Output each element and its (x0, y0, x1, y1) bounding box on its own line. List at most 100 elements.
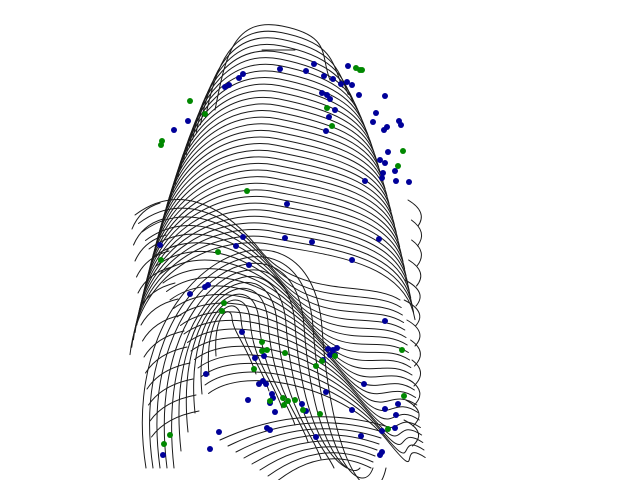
ridge-ending-marker (323, 389, 329, 395)
ridge-line (219, 416, 386, 441)
ridge-line (177, 83, 373, 178)
ridge-line (148, 233, 406, 331)
ridge-line (163, 123, 386, 222)
ridge-line (410, 219, 423, 247)
ridge-ending-marker (385, 149, 391, 155)
ridge-line (142, 314, 182, 342)
ridge-ending-marker (344, 79, 350, 85)
ridge-ending-marker (377, 452, 383, 458)
ridge-line (185, 287, 309, 443)
ridge-ending-marker (392, 425, 398, 431)
ridge-line (140, 298, 179, 326)
ridge-line (146, 362, 191, 390)
ridge-line (145, 225, 405, 323)
ridge-ending-marker (379, 175, 385, 181)
ridge-line (188, 57, 361, 148)
ridge-ending-marker (356, 92, 362, 98)
bifurcation-marker (317, 411, 323, 417)
bifurcation-marker (259, 348, 265, 354)
ridge-ending-marker (252, 355, 258, 361)
ridge-line (178, 282, 322, 460)
ridge-line (132, 229, 413, 341)
ridge-line (149, 169, 399, 274)
ridge-ending-marker (327, 352, 333, 358)
ridge-line (156, 143, 392, 244)
ridge-ending-marker (246, 262, 252, 268)
bifurcation-marker (399, 347, 405, 353)
ridge-line (155, 250, 408, 346)
ridge-ending-marker (272, 409, 278, 415)
ridge-ending-marker (334, 345, 340, 351)
ridge-ending-marker (395, 401, 401, 407)
ridge-line (180, 77, 370, 170)
ridge-line (259, 446, 376, 471)
ridge-line (156, 262, 361, 472)
bifurcation-marker (281, 402, 287, 408)
ridge-line (134, 222, 412, 333)
ridge-line (409, 379, 421, 407)
ridge-line (404, 279, 421, 307)
ridge-line (143, 189, 404, 296)
ridge-line (408, 259, 422, 287)
ridge-ending-marker (299, 401, 305, 407)
bifurcation-marker (285, 398, 291, 404)
ridge-ending-marker (236, 75, 242, 81)
ridge-ending-marker (327, 96, 333, 102)
ridge-line (183, 319, 418, 406)
ridge-ending-marker (311, 61, 317, 67)
ridge-line (138, 207, 402, 308)
ridge-ending-marker (207, 446, 213, 452)
ridge-line (148, 378, 194, 406)
ridge-line (134, 234, 167, 262)
ridge-ending-marker (349, 407, 355, 413)
bifurcation-marker (215, 249, 221, 255)
ridge-line (137, 266, 173, 294)
bifurcation-marker (161, 441, 167, 447)
ridge-ending-marker (332, 107, 338, 113)
bifurcation-marker (167, 432, 173, 438)
ridge-line (149, 256, 374, 479)
ridge-ending-marker (382, 318, 388, 324)
bifurcation-marker (332, 353, 338, 359)
ridge-line (201, 363, 424, 445)
ridge-ending-marker (157, 242, 163, 248)
ridge-line (410, 339, 421, 367)
ridge-ending-marker (373, 110, 379, 116)
ridge-ending-marker (261, 353, 267, 359)
ridge-line (133, 218, 164, 246)
ridge-line (166, 276, 412, 368)
ridge-ending-marker (380, 170, 386, 176)
ridge-line (215, 311, 257, 375)
bifurcation-marker (219, 308, 225, 314)
ridge-ending-marker (326, 114, 332, 120)
bifurcation-marker (292, 397, 298, 403)
minutiae-markers (157, 61, 412, 458)
ridge-line (411, 239, 422, 267)
ridge-line (139, 282, 176, 310)
ridge-line (174, 90, 375, 185)
ridge-ending-marker (171, 127, 177, 133)
bifurcation-marker (401, 393, 407, 399)
bifurcation-marker (259, 339, 265, 345)
ridge-line (138, 209, 409, 318)
ridge-line (208, 380, 426, 462)
ridge-ending-marker (379, 428, 385, 434)
ridge-line (131, 235, 415, 348)
ridge-line (167, 110, 382, 207)
ridge-ending-marker (240, 234, 246, 240)
ridge-line (197, 354, 423, 437)
ridge-ending-marker (323, 128, 329, 134)
ridge-line (406, 319, 421, 347)
ridge-ending-marker (202, 284, 208, 290)
ridge-line (235, 428, 382, 453)
ridge-ending-marker (338, 81, 344, 87)
ridge-line (165, 116, 384, 215)
ridge-line (161, 130, 388, 230)
ridge-line (403, 299, 421, 327)
bifurcation-marker (329, 123, 335, 129)
bifurcation-marker (300, 407, 306, 413)
ridge-ending-marker (245, 397, 251, 403)
ridge-ending-marker (377, 157, 383, 163)
ridge-line (193, 293, 296, 426)
